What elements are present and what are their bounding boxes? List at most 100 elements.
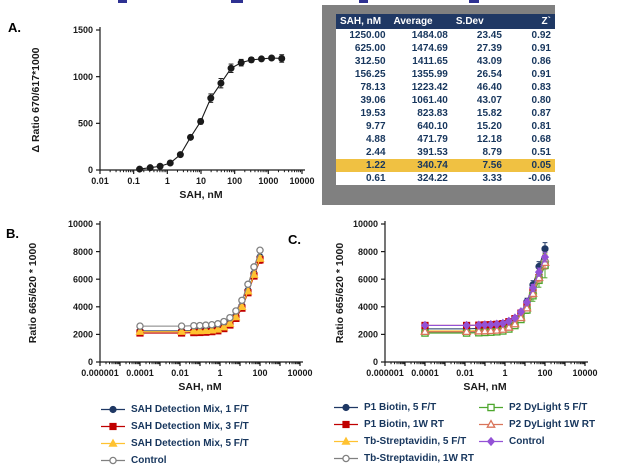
table-cell: 1411.65 xyxy=(389,55,452,68)
data-point-marker xyxy=(461,326,472,335)
legend-label: P1 Biotin, 1W RT xyxy=(364,419,444,430)
x-axis-title: SAH, nM xyxy=(463,381,506,393)
table-row: 2.44 391.53 8.79 0.51 xyxy=(336,146,555,159)
data-point-marker xyxy=(510,313,519,323)
legend-label: P1 Biotin, 5 F/T xyxy=(364,402,437,413)
data-point-marker xyxy=(528,283,538,293)
axis-text: 10000 xyxy=(353,219,378,229)
table-row: 312.50 1411.65 43.09 0.86 xyxy=(336,55,555,68)
legend-label: Tb-Streptavidin, 5 F/T xyxy=(364,436,467,447)
axis-text: 0.000001 xyxy=(81,368,119,378)
axis-text: 0.1 xyxy=(127,176,140,186)
data-point-marker xyxy=(487,403,495,412)
table-cell: 0.91 xyxy=(505,42,555,55)
data-point-marker xyxy=(278,54,286,62)
series-sah-detection-mix-5-f-t xyxy=(135,253,265,335)
data-point-marker xyxy=(486,419,496,428)
legend-item: P2 DyLight 5 F/T xyxy=(478,399,595,416)
axis-text: 6000 xyxy=(73,274,93,284)
series-control xyxy=(136,246,264,330)
data-point-marker xyxy=(237,301,247,310)
legend-item: Control xyxy=(100,452,249,469)
table-header-cell: Average xyxy=(389,14,452,29)
axis-text: 1 xyxy=(502,368,507,378)
table-cell: 340.74 xyxy=(389,159,452,172)
table-cell: 324.22 xyxy=(389,172,452,185)
data-point-marker xyxy=(214,320,222,328)
data-point-marker xyxy=(232,307,240,315)
axis-text: 0 xyxy=(88,357,93,367)
axis-text: 0.01 xyxy=(456,368,474,378)
series-p1-biotin-5-f-t xyxy=(421,242,549,333)
data-point-marker xyxy=(516,307,525,317)
data-point-marker xyxy=(250,263,258,271)
table-cell: 0.80 xyxy=(505,94,555,107)
axis-text: 8000 xyxy=(358,247,378,257)
panel-c-legend: P1 Biotin, 5 F/T P1 Biotin, 1W RT Tb-Strep… xyxy=(333,399,595,467)
axis-text: 100 xyxy=(537,368,552,378)
data-point-marker xyxy=(189,326,199,335)
table-cell: 1.22 xyxy=(336,159,390,172)
axis-text: 0 xyxy=(373,357,378,367)
circle-marker-icon xyxy=(101,456,125,465)
table-cell: 7.56 xyxy=(451,159,506,172)
data-point-marker xyxy=(226,313,234,322)
legend-column: SAH Detection Mix, 1 F/T SAH Detection Mi… xyxy=(100,401,249,469)
data-point-marker xyxy=(257,55,265,63)
table-cell: 43.09 xyxy=(451,55,506,68)
data-point-marker xyxy=(202,321,210,329)
data-point-marker xyxy=(486,436,496,447)
data-point-marker xyxy=(342,420,350,429)
data-point-marker xyxy=(480,320,489,330)
data-point-marker xyxy=(256,246,264,254)
data-point-marker xyxy=(255,253,265,262)
data-point-marker xyxy=(190,321,198,330)
table-row: 39.06 1061.40 43.07 0.80 xyxy=(336,94,555,107)
table-row: 1250.00 1484.08 23.45 0.92 xyxy=(336,29,555,42)
table-cell: 1250.00 xyxy=(336,29,390,42)
table-cell: 15.82 xyxy=(451,107,506,120)
axis-labels: 0 500 1000 1500 0.01 0.1 1 10 100 1000 10000 SAH, n… xyxy=(30,25,315,201)
table-header-cell: SAH, nM xyxy=(336,14,390,29)
axis-text: 6000 xyxy=(358,274,378,284)
table-row: 0.61 324.22 3.33 -0.06 xyxy=(336,172,555,185)
data-point-marker xyxy=(220,317,228,326)
table-cell: -0.06 xyxy=(505,172,555,185)
axis-text: 10000 xyxy=(287,368,312,378)
chart-a-svg: 0 500 1000 1500 0.01 0.1 1 10 100 1000 10000 SAH, n… xyxy=(30,25,315,201)
chart-c-svg: 0 2000 4000 6000 8000 10000 0.000001 0.0001 0.01… xyxy=(334,219,598,393)
data-point-marker xyxy=(342,454,350,463)
zprime-table-panel: SAH, nM Average S.Dev Z` 1250.00 1484.08 23.4… xyxy=(322,5,555,205)
axes xyxy=(96,221,303,366)
axis-text: 100 xyxy=(252,368,267,378)
legend-label: SAH Detection Mix, 1 F/T xyxy=(131,404,249,415)
y-axis-title: Ratio 665/620 * 1000 xyxy=(27,243,39,344)
data-point-marker xyxy=(201,325,211,335)
square-marker-icon xyxy=(334,420,358,429)
data-point-marker xyxy=(109,405,117,414)
table-cell: 46.40 xyxy=(451,81,506,94)
axis-text: 0.01 xyxy=(171,368,189,378)
chart-b-svg: 0 2000 4000 6000 8000 10000 0.000001 0.0001 0.01… xyxy=(27,219,313,393)
data-point-marker xyxy=(244,280,252,289)
table-cell: 26.54 xyxy=(451,68,506,81)
axes xyxy=(96,27,305,174)
clipped-title-fragment xyxy=(469,0,479,3)
data-point-marker xyxy=(146,164,154,172)
data-point-marker xyxy=(534,267,544,277)
data-point-marker xyxy=(207,325,217,334)
square-marker-icon xyxy=(101,422,125,431)
table-cell: 0.68 xyxy=(505,133,555,146)
table-cell: 0.86 xyxy=(505,55,555,68)
data-point-marker xyxy=(197,117,205,125)
table-cell: 625.00 xyxy=(336,42,390,55)
results-table-header: SAH, nM Average S.Dev Z` xyxy=(336,14,555,29)
axis-text: 1000 xyxy=(258,176,278,186)
data-point-marker xyxy=(474,320,483,330)
axis-labels: 0 2000 4000 6000 8000 10000 0.000001 0.0001 0.01… xyxy=(27,219,313,393)
data-point-marker xyxy=(462,320,471,331)
axis-text: 1500 xyxy=(73,25,93,35)
data-point-marker xyxy=(522,302,532,312)
circle-marker-icon xyxy=(334,454,358,463)
table-cell: 4.88 xyxy=(336,133,390,146)
